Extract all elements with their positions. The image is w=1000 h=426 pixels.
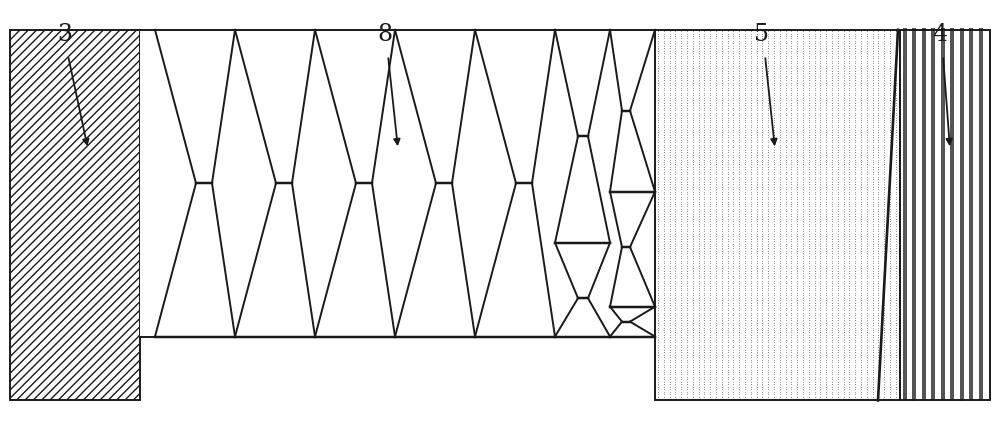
Bar [900, 30, 990, 400]
Text: 4: 4 [932, 23, 948, 46]
Bar [655, 30, 900, 400]
Bar [140, 30, 655, 337]
Bar [10, 30, 140, 400]
Text: 3: 3 [58, 23, 72, 46]
Text: 5: 5 [755, 23, 770, 46]
Text: 8: 8 [377, 23, 393, 46]
